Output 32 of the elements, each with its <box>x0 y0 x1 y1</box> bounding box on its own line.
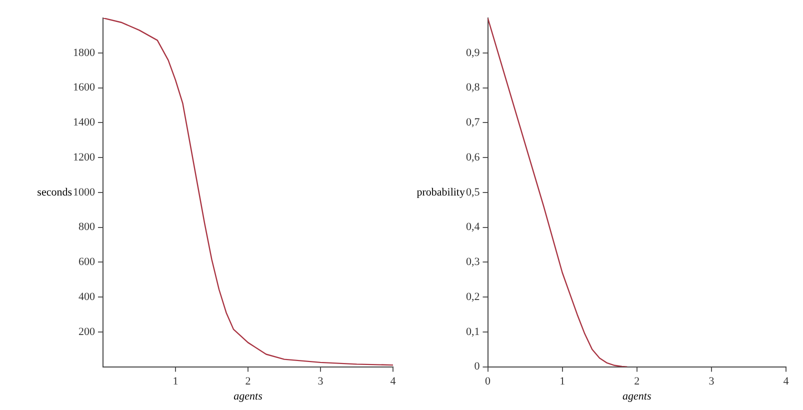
x-tick-label: 1 <box>172 375 178 388</box>
y-tick-label: 800 <box>78 221 96 234</box>
y-tick-label: 1800 <box>73 46 96 59</box>
y-tick-label: 1000 <box>73 186 96 198</box>
x-tick-label: 4 <box>783 375 790 388</box>
y-tick-label: 0,8 <box>466 82 480 94</box>
y-tick-label: 1200 <box>73 151 96 164</box>
x-axis-title: agents <box>622 390 652 402</box>
y-tick-label: 400 <box>78 290 96 303</box>
x-tick-label: 2 <box>245 375 251 388</box>
y-tick-label: 0,5 <box>466 186 480 198</box>
y-tick-label: 0,9 <box>466 46 480 59</box>
y-tick-label: 0,3 <box>466 256 480 268</box>
y-axis-title: probability <box>416 186 466 198</box>
y-tick-label: 0,7 <box>466 116 480 129</box>
x-tick-label: 0 <box>485 375 491 388</box>
y-tick-label: 0,1 <box>466 326 480 338</box>
x-tick-label: 4 <box>390 375 396 388</box>
y-tick-label: 0,4 <box>466 221 480 234</box>
y-tick-label: 600 <box>78 256 96 268</box>
x-tick-label: 3 <box>708 375 715 388</box>
y-tick-label: 0,6 <box>466 151 480 164</box>
y-tick-label: 0 <box>474 360 480 373</box>
y-axis-title: seconds <box>37 186 72 198</box>
x-tick-label: 3 <box>318 375 324 388</box>
y-tick-label: 1400 <box>73 116 96 129</box>
x-tick-label: 2 <box>634 375 640 388</box>
x-tick-label: 1 <box>560 375 566 388</box>
x-axis-title: agents <box>234 390 262 402</box>
y-tick-label: 200 <box>78 326 96 338</box>
y-tick-label: 1600 <box>73 82 96 94</box>
y-tick-label: 0,2 <box>466 290 480 303</box>
